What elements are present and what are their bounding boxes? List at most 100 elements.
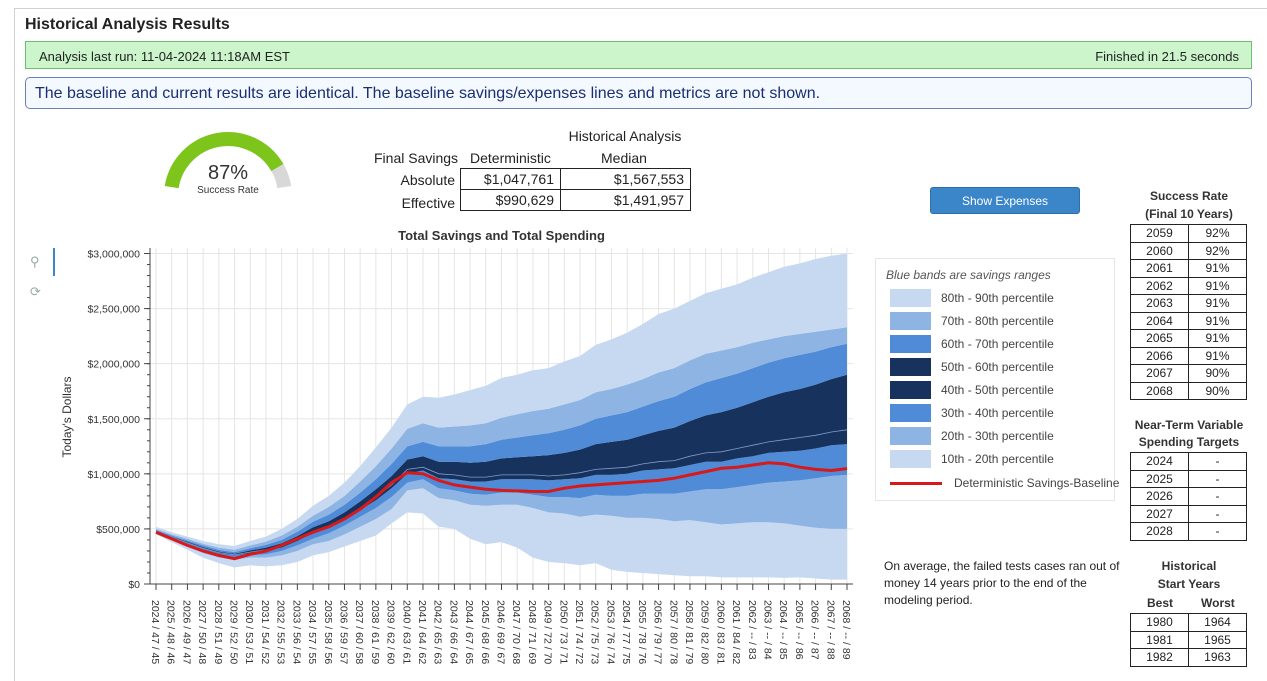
legend-label: 20th - 30th percentile (941, 429, 1054, 443)
band-p60-p70 (156, 343, 847, 554)
savings-chart: $0 $500,000 $1,000,000 $1,500,000 $2,000,000… (60, 248, 853, 664)
summary-header-deterministic: Deterministic (470, 150, 551, 166)
table-cell-best: 1980 (1130, 613, 1189, 632)
band-p50-p60 (156, 374, 847, 555)
x-tick-label: 2066 / -- / 87 (809, 600, 821, 660)
x-tick-label: 2034 / 57 / 55 (306, 600, 318, 664)
failure-note: On average, the failed tests cases ran o… (884, 559, 1120, 607)
legend-label: Deterministic Savings-Baseline (954, 476, 1120, 490)
chart-title: Total Savings and Total Spending (398, 228, 605, 243)
table-row: 2026- (1130, 487, 1247, 506)
x-tick-label: 2065 / -- / 86 (793, 600, 805, 660)
table-row: 2027- (1130, 504, 1247, 523)
y-tick-label: $1,500,000 (87, 414, 140, 426)
x-tick-label: 2041 / 64 / 62 (416, 600, 428, 664)
savings-bands (156, 253, 847, 580)
legend-label: 30th - 40th percentile (941, 406, 1054, 420)
x-tick-label: 2050 / 73 / 71 (557, 600, 569, 664)
table-row: 2062 91% (1130, 276, 1247, 295)
table-cell-year: 2067 (1130, 364, 1189, 383)
table-row: 1981 1965 (1130, 630, 1247, 649)
x-tick-label: 2036 / 59 / 57 (338, 600, 350, 664)
page-title: Historical Analysis Results (25, 16, 230, 33)
table-cell-value: 92% (1188, 224, 1247, 243)
x-tick-label: 2063 / -- / 84 (762, 600, 774, 660)
table-row: 2028- (1130, 522, 1247, 541)
panel-border-left (14, 8, 15, 681)
legend-swatch (890, 289, 931, 307)
historical-subtitle: Start Years (1157, 577, 1221, 591)
band-p70-p80 (156, 327, 847, 553)
show-expenses-button[interactable]: Show Expenses (930, 187, 1080, 214)
legend-swatch (890, 312, 931, 330)
x-tick-label: 2060 / 83 / 81 (714, 600, 726, 664)
table-cell-value: - (1188, 452, 1247, 471)
table-cell-year: 2028 (1130, 522, 1189, 541)
table-cell-year: 2024 (1130, 452, 1189, 471)
info-alert-text: The baseline and current results are ide… (35, 85, 821, 102)
gauge-value: 87% (207, 162, 249, 184)
y-tick-label: $2,000,000 (87, 359, 140, 371)
x-tick-label: 2049 / 72 / 70 (542, 600, 554, 664)
y-tick-label: $2,500,000 (87, 304, 140, 316)
table-row: 2025- (1130, 469, 1247, 488)
table-cell-year: 2061 (1130, 259, 1189, 278)
x-tick-label: 2045 / 68 / 66 (479, 600, 491, 664)
panel-border-top (14, 8, 1267, 9)
x-tick-label: 2032 / 55 / 53 (275, 600, 287, 664)
x-tick-label: 2042 / 65 / 63 (432, 600, 444, 664)
x-tick-label: 2044 / 67 / 65 (463, 600, 475, 664)
legend-swatch (890, 427, 931, 445)
y-tick-label: $0 (128, 579, 140, 591)
legend-line-swatch (890, 482, 942, 485)
table-row: 2065 91% (1130, 329, 1247, 348)
table-cell-year: 2025 (1130, 469, 1189, 488)
x-tick-label: 2040 / 63 / 61 (400, 600, 412, 664)
legend-title: Blue bands are savings ranges (886, 268, 1051, 282)
summary-caption: Historical Analysis (568, 128, 682, 144)
table-row: 2059 92% (1130, 224, 1247, 243)
success-rate-gauge (164, 131, 292, 189)
zoom-icon[interactable]: ⚲ (30, 254, 40, 269)
table-cell-worst: 1965 (1188, 630, 1247, 649)
finished-text: Finished in 21.5 seconds (1095, 49, 1239, 64)
y-tick-label: $3,000,000 (87, 249, 140, 261)
historical-title: Historical (1161, 559, 1217, 573)
table-cell-value: 91% (1188, 329, 1247, 348)
x-tick-label: 2068 / -- / 89 (840, 600, 852, 660)
summary-row-label-absolute: Absolute (400, 172, 455, 188)
gauge-label: Success Rate (197, 185, 259, 196)
table-cell-worst: 1964 (1188, 613, 1247, 632)
table-row: 2060 92% (1130, 241, 1247, 260)
table-cell-value: 91% (1188, 346, 1247, 365)
table-cell-value: 91% (1188, 311, 1247, 330)
legend-label: 50th - 60th percentile (941, 360, 1054, 374)
x-tick-label: 2057 / 80 / 78 (667, 600, 679, 664)
table-cell-year: 2065 (1130, 329, 1189, 348)
x-tick-label: 2047 / 70 / 68 (510, 600, 522, 664)
chart-legend: Blue bands are savings ranges 80th - 90t… (875, 258, 1119, 501)
table-cell-year: 2027 (1130, 504, 1189, 523)
table-cell-year: 2059 (1130, 224, 1189, 243)
reset-icon[interactable]: ⟳ (30, 284, 41, 299)
table-row: 2068 90% (1130, 381, 1247, 400)
x-tick-label: 2055 / 78 / 76 (636, 600, 648, 664)
deterministic-savings-line (155, 461, 848, 561)
table-cell-value: - (1188, 469, 1247, 488)
effective-deterministic-cell: $990,629 (460, 189, 561, 211)
x-tick-label: 2028 / 51 / 49 (212, 600, 224, 664)
legend-swatch (890, 450, 931, 468)
absolute-median-cell: $1,567,553 (560, 168, 691, 190)
y-axis-label: Today's Dollars (60, 377, 74, 458)
table-cell-year: 2062 (1130, 276, 1189, 295)
x-tick-label: 2029 / 52 / 50 (228, 600, 240, 664)
table-row: $1,047,761 $1,567,553 (460, 168, 691, 190)
x-tick-label: 2067 / -- / 88 (824, 600, 836, 660)
table-cell-year: 2063 (1130, 294, 1189, 313)
x-tick-label: 2056 / 79 / 77 (652, 600, 664, 664)
near-term-table: 2024-2025-2026-2027-2028- (1130, 452, 1247, 541)
legend-label: 80th - 90th percentile (941, 291, 1054, 305)
table-cell-year: 2064 (1130, 311, 1189, 330)
legend-swatch (890, 335, 931, 353)
x-tick-label: 2058 / 81 / 79 (683, 600, 695, 664)
